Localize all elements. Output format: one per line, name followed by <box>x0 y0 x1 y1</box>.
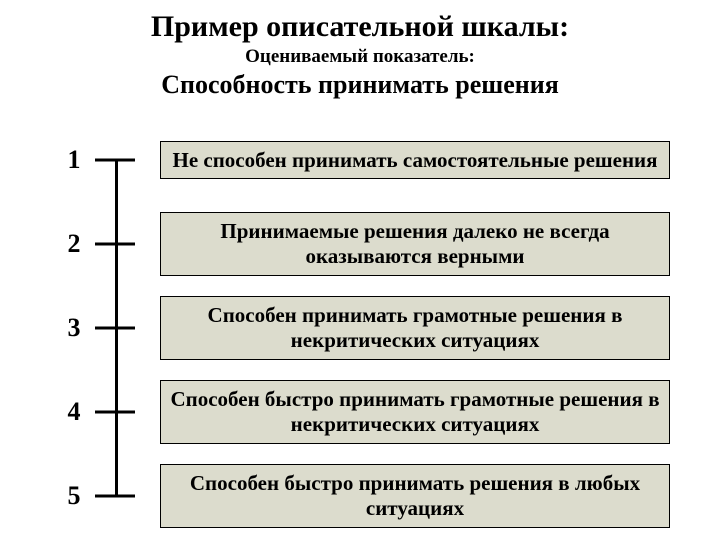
scale-number: 3 <box>60 313 88 343</box>
scale-number: 4 <box>60 397 88 427</box>
scale-description: Способен быстро принимать решения в любы… <box>160 464 670 528</box>
scale-row: 2 Принимаемые решения далеко не всегда о… <box>60 202 690 286</box>
scale-description: Не способен принимать самостоятельные ре… <box>160 141 670 180</box>
scale-number: 1 <box>60 145 88 175</box>
scale-row: 3 Способен принимать грамотные решения в… <box>60 286 690 370</box>
subtitle-indicator-label: Оцениваемый показатель: <box>30 46 690 68</box>
title: Пример описательной шкалы: <box>30 10 690 44</box>
scale-tick <box>95 411 135 414</box>
scale-tick <box>95 327 135 330</box>
scale-row: 5 Способен быстро принимать решения в лю… <box>60 454 690 538</box>
subtitle-indicator: Способность принимать решения <box>30 70 690 100</box>
scale-row: 1 Не способен принимать самостоятельные … <box>60 118 690 202</box>
scale-number: 5 <box>60 481 88 511</box>
scale-tick <box>95 243 135 246</box>
scale-diagram: 1 Не способен принимать самостоятельные … <box>60 118 690 538</box>
scale-description: Способен принимать грамотные решения в н… <box>160 296 670 360</box>
scale-row: 4 Способен быстро принимать грамотные ре… <box>60 370 690 454</box>
scale-tick <box>95 495 135 498</box>
scale-tick <box>95 159 135 162</box>
scale-number: 2 <box>60 229 88 259</box>
scale-description: Принимаемые решения далеко не всегда ока… <box>160 212 670 276</box>
scale-description: Способен быстро принимать грамотные реше… <box>160 380 670 444</box>
